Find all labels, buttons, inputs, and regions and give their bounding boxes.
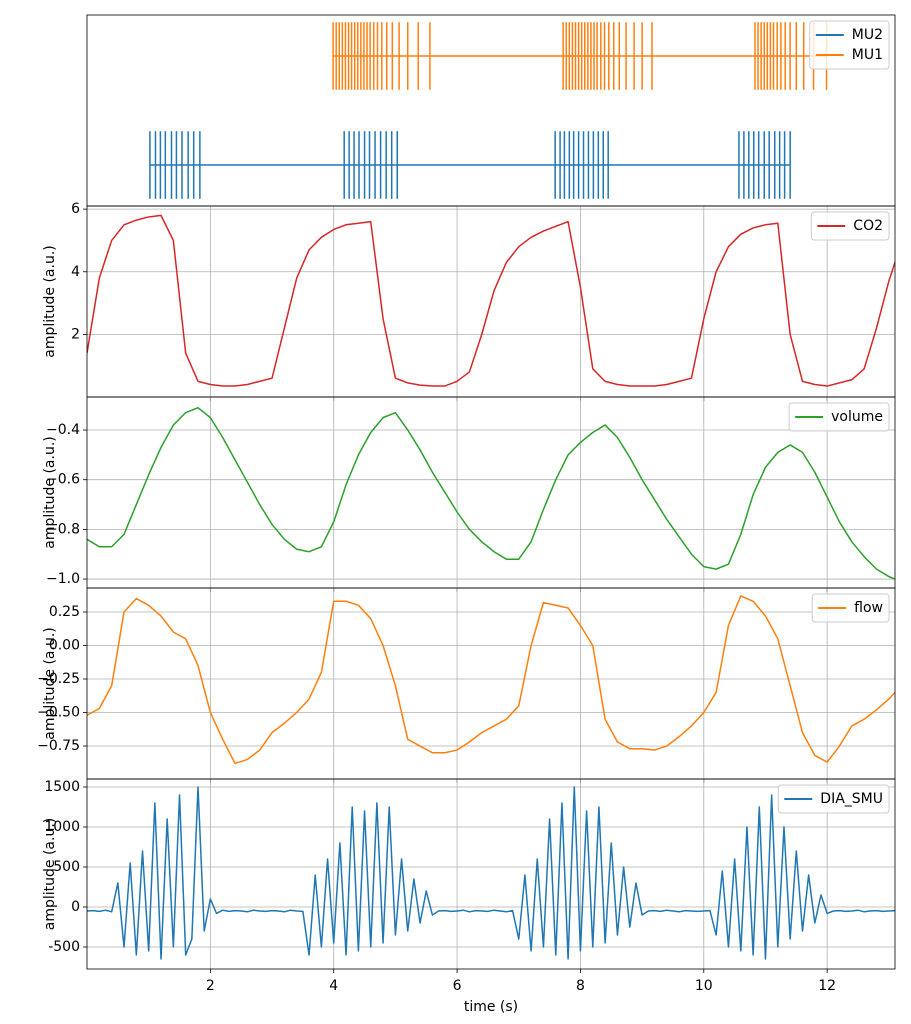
y-axis-label: amplitude (a.u.) xyxy=(42,245,58,357)
y-axis-label: amplitude (a.u.) xyxy=(42,818,58,930)
data-line xyxy=(87,595,895,765)
subplot: −0.75 −0.50 −0.25 0.00 0.25 amplitude (a.u.) f… xyxy=(37,587,896,783)
y-tick-label: −0.50 xyxy=(37,705,80,721)
legend: volume xyxy=(788,402,890,432)
x-tick-label: 6 xyxy=(453,978,462,994)
y-tick-label: -500 xyxy=(48,939,80,955)
y-tick-label: 500 xyxy=(53,859,80,875)
data-line xyxy=(87,214,895,387)
legend: CO2 xyxy=(810,211,890,241)
plot-area xyxy=(87,595,895,765)
y-tick-label: 1000 xyxy=(44,819,80,835)
y-tick-label: −0.4 xyxy=(46,422,80,438)
y-tick-label: −0.75 xyxy=(37,738,80,754)
x-tick-label: 2 xyxy=(206,978,215,994)
legend-box xyxy=(788,402,890,432)
legend-label: volume xyxy=(831,409,883,425)
x-axis-label: time (s) xyxy=(464,999,518,1015)
subplot: 2 4 6 8 10 12 -500 0 500 1000 1500 amplitude (a.u.)… xyxy=(42,778,896,1015)
y-tick-label: −1.0 xyxy=(46,571,80,587)
legend-box xyxy=(810,211,890,241)
y-tick-label: 0 xyxy=(71,899,80,915)
data-line xyxy=(87,406,895,580)
legend: flow xyxy=(811,593,890,623)
legend-box xyxy=(777,784,890,814)
plot-area xyxy=(87,406,895,580)
plot-area xyxy=(87,214,895,387)
legend-box xyxy=(811,593,890,623)
x-tick-label: 8 xyxy=(576,978,585,994)
y-tick-label: 2 xyxy=(71,326,80,342)
x-tick-label: 4 xyxy=(329,978,338,994)
y-axis-label: amplitude (a.u.) xyxy=(42,627,58,739)
axes-frame xyxy=(86,778,896,970)
y-tick-label: −0.6 xyxy=(46,472,80,488)
data-line xyxy=(87,786,895,960)
y-tick-label: 4 xyxy=(71,264,80,280)
legend-label: MU2 xyxy=(852,27,883,43)
legend: DIA_SMU xyxy=(777,784,890,814)
y-tick-label: 1500 xyxy=(44,779,80,795)
y-tick-label: 6 xyxy=(71,201,80,217)
legend-label: MU1 xyxy=(852,47,883,63)
x-tick-label: 12 xyxy=(818,978,836,994)
y-tick-label: 0.25 xyxy=(49,604,80,620)
legend-label: DIA_SMU xyxy=(820,791,883,807)
y-tick-label: −0.8 xyxy=(46,521,80,537)
legend-box xyxy=(809,20,890,70)
legend-label: flow xyxy=(854,600,883,616)
y-tick-label: −0.25 xyxy=(37,671,80,687)
legend-label: CO2 xyxy=(853,218,883,234)
plot-area xyxy=(87,786,895,960)
x-tick-label: 10 xyxy=(695,978,713,994)
y-axis-label: amplitude (a.u.) xyxy=(42,436,58,548)
plot-area xyxy=(149,22,828,199)
y-tick-label: 0.00 xyxy=(49,638,80,654)
